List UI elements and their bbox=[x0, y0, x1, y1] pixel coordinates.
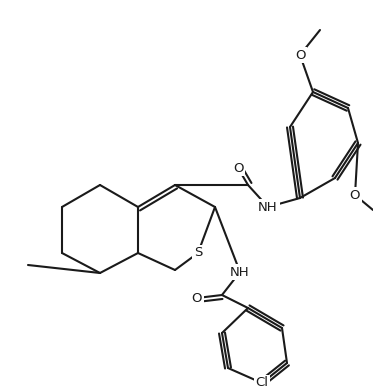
Text: NH: NH bbox=[258, 200, 278, 214]
Text: O: O bbox=[233, 162, 243, 174]
Text: O: O bbox=[295, 49, 305, 62]
Text: NH: NH bbox=[230, 265, 250, 278]
Text: Cl: Cl bbox=[256, 376, 269, 390]
Text: O: O bbox=[350, 189, 360, 201]
Text: O: O bbox=[192, 292, 202, 305]
Text: S: S bbox=[194, 247, 202, 260]
